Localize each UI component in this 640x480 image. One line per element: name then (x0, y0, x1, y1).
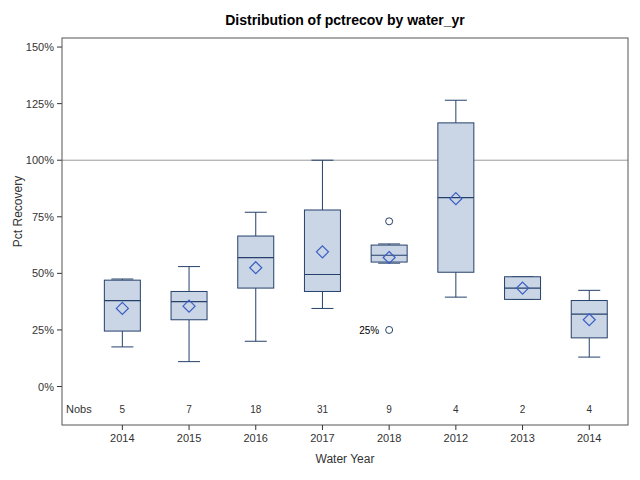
x-tick (189, 425, 190, 430)
median (104, 300, 140, 301)
median (505, 287, 541, 288)
whisker-cap-upper (311, 160, 333, 161)
mean-marker (316, 246, 328, 258)
y-tick-label: 50% (32, 267, 54, 279)
nobs-value: 4 (453, 404, 459, 415)
nobs-value: 18 (250, 404, 262, 415)
median (371, 255, 407, 256)
y-tick-label: 0% (38, 381, 54, 393)
box (171, 291, 207, 319)
box (571, 301, 607, 338)
x-tick (589, 425, 590, 430)
outlier-label: 25% (359, 325, 379, 336)
box (304, 210, 340, 291)
nobs-value: 31 (317, 404, 329, 415)
x-tick (455, 425, 456, 430)
whisker-cap-upper (378, 243, 400, 244)
median (304, 274, 340, 275)
median (438, 197, 474, 198)
y-tick (57, 160, 62, 161)
nobs-value: 5 (120, 404, 126, 415)
whisker-cap-upper (111, 279, 133, 280)
nobs-value: 7 (186, 404, 192, 415)
whisker-upper (189, 267, 190, 292)
whisker-cap-upper (245, 212, 267, 213)
mean-marker (583, 314, 595, 326)
mean-marker (183, 300, 195, 312)
whisker-cap-lower (445, 297, 467, 298)
nobs-label: Nobs (66, 403, 92, 415)
median (171, 301, 207, 302)
mean-marker (116, 302, 128, 314)
outlier (386, 218, 393, 225)
y-tick-label: 25% (32, 324, 54, 336)
box (371, 245, 407, 262)
y-tick (57, 386, 62, 387)
y-axis-label: Pct Recovery (11, 176, 25, 247)
box (104, 280, 140, 331)
mean-marker (517, 282, 529, 294)
x-tick-label: 2015 (177, 432, 201, 444)
whisker-cap-lower (111, 346, 133, 347)
whisker-cap-upper (445, 100, 467, 101)
x-tick-label: 2018 (377, 432, 401, 444)
whisker-upper (322, 160, 323, 210)
whisker-upper (255, 212, 256, 236)
whisker-cap-lower (311, 308, 333, 309)
reference-line (62, 160, 628, 161)
mean-marker (250, 262, 262, 274)
nobs-value: 2 (520, 404, 526, 415)
x-tick (122, 425, 123, 430)
x-tick (389, 425, 390, 430)
whisker-lower (255, 288, 256, 341)
title: Distribution of pctrecov by water_yr (225, 12, 465, 28)
whisker-cap-upper (178, 266, 200, 267)
box (505, 277, 541, 300)
background (0, 0, 640, 480)
x-tick-label: 2014 (110, 432, 134, 444)
box (438, 123, 474, 272)
plot-frame (62, 38, 628, 425)
mean-marker (450, 193, 462, 205)
whisker-upper (455, 100, 456, 123)
x-tick-label: 2013 (510, 432, 534, 444)
x-tick-label: 2014 (577, 432, 601, 444)
y-tick (57, 103, 62, 104)
outlier (386, 326, 393, 333)
whisker-lower (122, 331, 123, 347)
y-tick (57, 273, 62, 274)
nobs-value: 9 (386, 404, 392, 415)
x-tick-label: 2017 (310, 432, 334, 444)
x-tick-label: 2016 (244, 432, 268, 444)
whisker-cap-lower (578, 357, 600, 358)
x-axis-label: Water Year (316, 452, 375, 466)
y-tick (57, 47, 62, 48)
y-tick (57, 216, 62, 217)
mean-marker (383, 252, 395, 264)
y-tick (57, 329, 62, 330)
whisker-lower (322, 291, 323, 308)
median (238, 257, 274, 258)
whisker-cap-upper (578, 290, 600, 291)
whisker-lower (189, 320, 190, 362)
plot-marks (104, 100, 607, 361)
y-tick-label: 100% (26, 154, 54, 166)
x-tick (322, 425, 323, 430)
whisker-lower (589, 338, 590, 357)
nobs-value: 4 (586, 404, 592, 415)
whisker-upper (589, 290, 590, 300)
x-tick-label: 2012 (444, 432, 468, 444)
x-tick (522, 425, 523, 430)
y-tick-label: 150% (26, 41, 54, 53)
y-tick-label: 75% (32, 211, 54, 223)
whisker-cap-lower (245, 341, 267, 342)
box (238, 236, 274, 288)
y-tick-label: 125% (26, 98, 54, 110)
x-tick (255, 425, 256, 430)
whisker-cap-lower (178, 361, 200, 362)
chart: Distribution of pctrecov by water_yr0%25… (0, 0, 640, 480)
whisker-lower (455, 272, 456, 297)
